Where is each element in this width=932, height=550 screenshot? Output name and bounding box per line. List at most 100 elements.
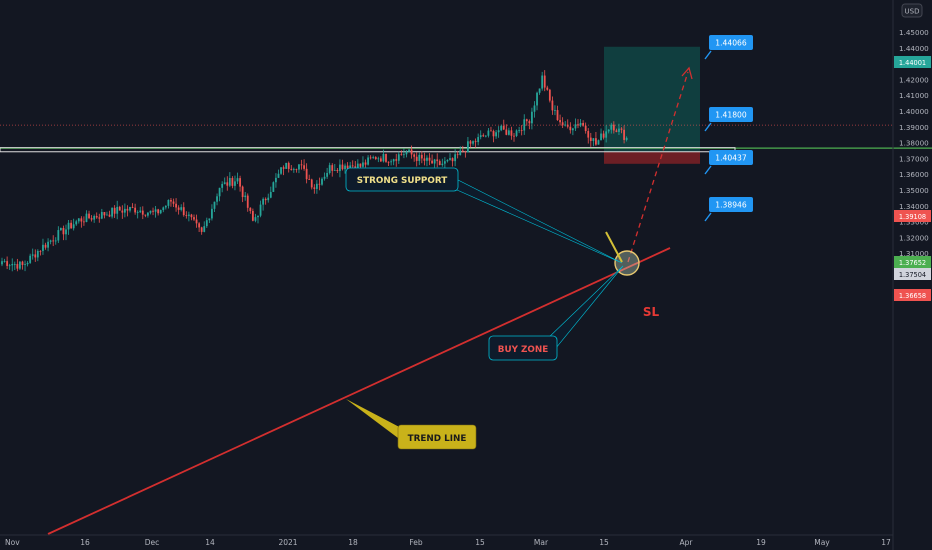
trend-line-callout[interactable]: [397, 424, 477, 450]
candle-body: [538, 88, 541, 93]
candle-body: [251, 210, 254, 221]
candle-body: [597, 140, 600, 145]
target-label-box[interactable]: [709, 107, 753, 122]
candle-body: [600, 133, 602, 141]
candle-body: [1, 261, 3, 265]
candle-body: [290, 168, 293, 170]
candle-body: [95, 216, 98, 218]
candle-body: [564, 124, 567, 126]
candle-body: [39, 250, 42, 252]
candle-body: [272, 182, 275, 192]
strong-support-callout[interactable]: [345, 167, 459, 192]
candle-body: [323, 176, 326, 179]
candle-body: [144, 214, 147, 216]
candle-body: [461, 150, 464, 152]
candle-body: [126, 208, 129, 211]
candle-body: [531, 111, 533, 124]
candle-body: [239, 178, 241, 187]
candle-body: [566, 124, 569, 127]
candle-body: [415, 156, 418, 161]
time-axis[interactable]: Nov 16 Dec 14 2021 18 Feb 15 Mar 15 Apr 19 May 17: [0, 534, 893, 547]
candle-body: [607, 129, 610, 132]
candle-body: [377, 158, 380, 160]
candle-body: [72, 224, 75, 229]
candle-body: [218, 187, 221, 197]
candle-body: [469, 141, 472, 144]
candle-body: [513, 135, 515, 137]
candle-body: [244, 195, 247, 198]
price-axis[interactable]: USD 1.450001.440001.430001.420001.410001…: [892, 0, 931, 550]
candle-body: [436, 159, 439, 162]
candle-body: [262, 198, 265, 205]
candle-body: [379, 158, 382, 162]
candle-body: [118, 206, 121, 211]
candle-body: [315, 183, 318, 189]
candle-body: [154, 209, 157, 212]
candle-body: [6, 261, 9, 266]
candle-body: [175, 203, 177, 208]
candle-body: [479, 135, 482, 138]
candle-body: [423, 158, 426, 161]
price-badge-text: 1.37652: [899, 259, 926, 267]
candle-body: [264, 198, 267, 201]
y-tick-label: 1.32000: [899, 233, 929, 242]
candle-body: [70, 222, 73, 229]
buy-zone-callout[interactable]: [488, 335, 558, 361]
candle-body: [362, 162, 364, 167]
candle-body: [116, 206, 119, 214]
candle-body: [54, 240, 57, 242]
currency-badge[interactable]: [901, 3, 923, 18]
trend-line-layer: [47, 247, 671, 535]
x-tick-label: 17: [881, 538, 891, 547]
candle-body: [605, 131, 608, 138]
candle-body: [29, 255, 32, 263]
target-label-box[interactable]: [709, 150, 753, 165]
candle-body: [205, 220, 208, 227]
x-tick-label: Apr: [680, 538, 694, 547]
candle-body: [121, 210, 124, 213]
candle-body: [413, 154, 416, 157]
candle-body: [467, 141, 469, 153]
price-badge: [894, 210, 931, 222]
candle-body: [292, 169, 295, 171]
candle-body: [618, 128, 620, 132]
candle-body: [356, 163, 359, 171]
candle-body: [492, 131, 495, 137]
candle-body: [349, 165, 352, 169]
trend-line[interactable]: [47, 247, 671, 535]
target-label-box[interactable]: [709, 197, 753, 212]
target-label-tick: [704, 212, 712, 222]
candle-body: [561, 122, 564, 126]
candles: [1, 70, 628, 272]
candle-body: [16, 264, 19, 269]
candle-body: [141, 210, 144, 215]
candle-body: [42, 244, 44, 251]
y-tick-label: 1.37000: [899, 154, 929, 163]
candle-body: [303, 165, 305, 169]
x-tick-label: 18: [348, 538, 358, 547]
candle-body: [198, 223, 201, 228]
horizontal-levels: [0, 124, 932, 153]
candle-body: [231, 177, 234, 186]
buy-zone-circle[interactable]: [614, 250, 640, 276]
candle-body: [456, 154, 459, 156]
candle-body: [623, 129, 625, 140]
candle-body: [395, 159, 398, 161]
strong-support-box[interactable]: [0, 147, 736, 153]
candle-body: [280, 167, 282, 174]
candle-body: [318, 183, 321, 185]
candle-body: [339, 164, 341, 172]
price-badge-text: 1.44001: [899, 59, 926, 67]
target-label-box[interactable]: [709, 35, 753, 50]
y-tick-label: 1.42000: [899, 75, 929, 84]
candle-body: [525, 119, 528, 122]
price-badge: [894, 289, 931, 301]
candle-body: [295, 169, 298, 171]
candle-body: [182, 207, 185, 216]
candle-body: [228, 177, 231, 186]
candle-body: [505, 129, 508, 135]
candle-body: [300, 164, 303, 166]
candle-body: [582, 122, 585, 126]
